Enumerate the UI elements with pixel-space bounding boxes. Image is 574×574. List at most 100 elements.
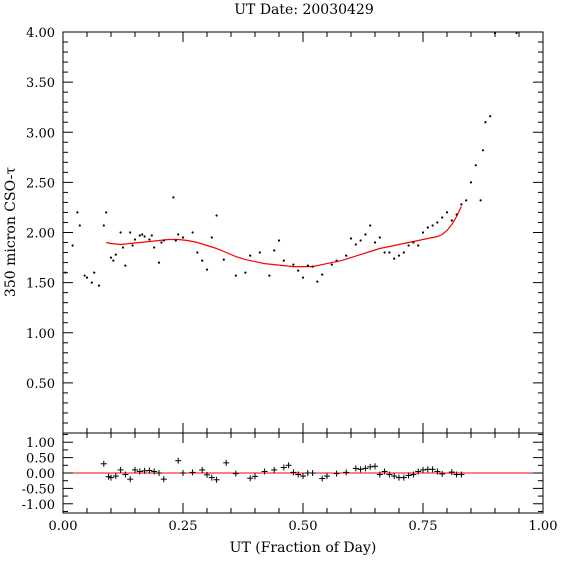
tau-point [78,224,81,227]
residual-point [324,473,330,480]
residual-point [458,471,465,478]
residual-point [391,473,398,480]
tau-point [258,251,261,254]
tau-point [359,239,362,242]
tau-point [292,263,295,266]
tau-point [201,259,204,262]
upper-y-tick-label: 1.00 [26,327,55,342]
tau-point [102,224,105,227]
x-tick-label: 0.25 [169,519,198,534]
residual-point [434,468,441,475]
tau-point [143,235,146,238]
tau-point [445,211,449,214]
tau-point [131,244,134,247]
upper-plot-frame [62,31,544,434]
tau-point [157,261,161,264]
residual-point [448,469,455,476]
residual-point [180,470,186,476]
tau-point [489,115,492,118]
tau-point [297,269,300,272]
residual-point [309,470,316,476]
residual-point [208,474,215,481]
tau-point [119,231,122,234]
tau-point [215,214,218,217]
tau-point [455,213,458,216]
lower-y-tick-label: 0.00 [26,467,55,482]
tau-point [321,273,324,276]
tau-point [436,221,439,224]
residual-point [362,465,369,472]
lower-y-tick-labels: -1.00-0.500.000.501.00 [22,436,55,513]
tau-point [316,280,319,283]
tau-point [306,264,309,267]
lower-y-tick-label: 0.50 [26,452,55,467]
residual-point [204,471,210,478]
tau-point [71,244,74,247]
residual-point [352,465,359,472]
tau-point [191,231,194,234]
tau-point [97,284,101,287]
tau-point [417,244,420,247]
tau-point [150,234,153,237]
tau-point [364,233,367,236]
residual-point [100,460,107,467]
tau-point [273,249,276,252]
tau-point [93,271,96,274]
tau-point [244,271,247,274]
tau-point [148,238,151,241]
tau-point [369,224,372,227]
residual-point [290,469,297,476]
lower-axis-ticks [62,433,544,513]
residual-point [261,468,268,475]
residual-point [247,475,254,482]
tau-point [484,121,487,124]
tau-point [109,256,113,259]
tau-point [378,236,381,239]
residual-point [285,462,292,469]
residual-point [420,466,426,473]
tau-point [160,241,163,244]
tau-point [431,224,434,227]
tau-point [412,241,415,244]
residual-point [381,468,388,475]
residual-point [295,471,302,478]
residual-point [108,474,114,481]
residual-point [175,457,182,464]
upper-y-tick-label: 2.50 [26,176,55,191]
tau-point [397,254,401,257]
residual-point [117,466,124,473]
tau-point [465,199,468,202]
tau-point [112,259,115,262]
tau-point [388,251,391,254]
lower-y-tick-label: 1.00 [26,436,55,451]
upper-y-tick-labels: 0.50 1.00 1.50 2.00 2.50 3.00 3.50 4.00 [26,26,55,392]
tau-point [450,219,453,222]
residual-point [400,474,407,481]
tau-point [441,216,444,219]
x-tick-labels: 0.00 0.25 0.50 0.75 1.00 [49,519,558,534]
residual-point [439,470,446,477]
upper-y-tick-label: 0.50 [26,377,55,392]
residual-point [151,468,158,475]
tau-point [196,251,199,254]
tau-point [402,251,405,254]
tau-point [383,251,386,254]
tau-point [153,246,156,249]
tau-point [268,274,271,277]
tau-point [181,236,185,239]
tau-point [83,274,86,277]
residual-point [376,471,383,478]
upper-axis-ticks [62,31,544,434]
tau-data-points [64,31,518,287]
residual-point [386,471,393,478]
tau-point [460,203,463,206]
residual-point [429,466,436,473]
tau-point [469,181,473,184]
residual-point [372,463,378,470]
residual-point [232,470,239,477]
residual-data-points [100,457,465,483]
residual-point [300,473,306,480]
tau-point [373,241,377,244]
residual-point [271,466,278,473]
